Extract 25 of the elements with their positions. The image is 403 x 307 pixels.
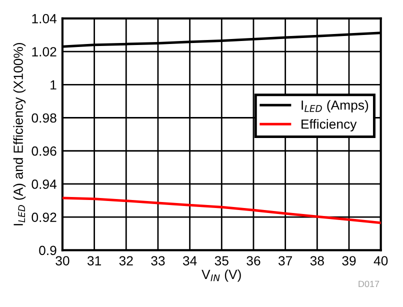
y-axis-title: I$_{LED}$ (A) and Efficiency (X100%) [13, 42, 26, 226]
y-tick-label: 0.92 [32, 212, 56, 222]
x-tick-label: 37 [278, 256, 292, 266]
legend-label: I$_{LED}$ (Amps) [302, 100, 368, 112]
x-tick-label: 30 [56, 256, 70, 266]
y-tick-label: 0.94 [32, 180, 57, 189]
text: D017 [358, 280, 380, 288]
y-tick-label: 0.96 [32, 146, 56, 156]
line-series [62, 196, 381, 224]
y-tick-label: 1 [50, 80, 56, 90]
y-tick-label: 0.98 [32, 113, 56, 123]
x-tick-label: 39 [342, 256, 356, 266]
y-tick-label: 1.04 [32, 14, 57, 24]
x-tick-label: 34 [182, 256, 197, 266]
x-tick-label: 40 [374, 256, 388, 266]
x-axis-title: V$_{IN}$ (V) [202, 269, 241, 282]
legend-label: Efficiency [302, 119, 357, 132]
x-tick-label: 35 [214, 256, 228, 266]
y-tick-label: 0.9 [39, 246, 56, 256]
x-tick-label: 36 [246, 256, 260, 266]
x-tick-label: 31 [87, 256, 101, 266]
x-tick-label: 33 [151, 256, 165, 266]
x-tick-label: 38 [310, 256, 324, 266]
x-tick-label: 32 [119, 256, 133, 266]
y-tick-label: 1.02 [32, 47, 56, 56]
